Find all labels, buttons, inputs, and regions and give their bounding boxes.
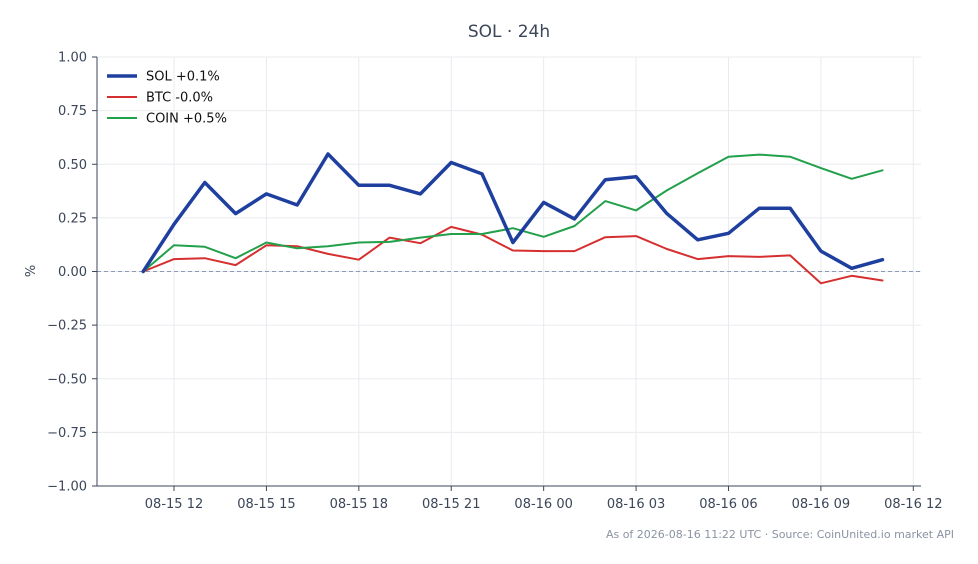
y-axis-label: % [24,265,39,277]
legend: SOL +0.1% BTC -0.0% COIN +0.5% [107,70,227,127]
y-tick-label: −0.25 [47,319,87,334]
x-tick-label: 08-16 09 [792,497,850,512]
y-tick-label: 0.50 [58,158,87,173]
x-tick-label: 08-16 12 [884,497,942,512]
y-tick-label: 1.00 [58,51,87,66]
chart-title: SOL · 24h [468,22,550,42]
grid [97,56,921,487]
y-tick-label: −0.75 [47,426,87,441]
series-line-sol [141,152,885,274]
x-tick-label: 08-15 12 [145,497,203,512]
y-tick-label: 0.00 [58,265,87,280]
y-tick-label: −1.00 [47,480,87,495]
y-tick-label: 0.75 [58,104,87,119]
legend-label: BTC -0.0% [146,91,213,106]
legend-label: COIN +0.5% [146,112,227,127]
x-tick-label: 08-15 21 [422,497,480,512]
y-tick-label: −0.50 [47,372,87,387]
x-tick-label: 08-16 00 [514,497,572,512]
legend-label: SOL +0.1% [146,70,220,85]
axes: 1.00 0.75 0.50 0.25 0.00 −0.25 −0.50 −0.75 −1.00… [47,51,942,513]
x-tick-label: 08-15 18 [330,497,388,512]
footer-note: As of 2026-08-16 11:22 UTC · Source: Coi… [606,528,954,541]
series-line-btc [142,225,884,285]
y-tick-label: 0.25 [58,211,87,226]
series-line-coin [142,153,884,273]
series-lines [141,152,885,285]
x-tick-label: 08-15 15 [237,497,295,512]
x-tick-label: 08-16 03 [607,497,665,512]
x-tick-label: 08-16 06 [699,497,757,512]
